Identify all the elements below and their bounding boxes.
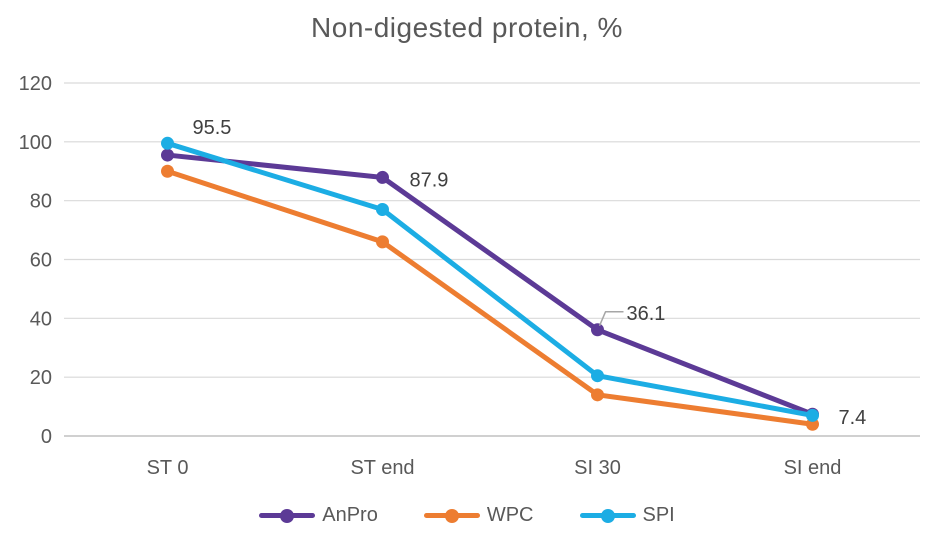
data-point-wpc-1 bbox=[376, 235, 389, 249]
data-point-anpro-1 bbox=[376, 170, 389, 184]
legend-dot bbox=[600, 508, 615, 523]
legend-label: WPC bbox=[486, 504, 534, 526]
y-tick-label: 40 bbox=[30, 308, 52, 330]
data-label: 36.1 bbox=[627, 303, 666, 325]
legend-item-anpro: AnPro bbox=[259, 504, 378, 527]
chart-legend: AnPro WPC SPI bbox=[0, 504, 934, 527]
data-label-leader bbox=[598, 311, 624, 327]
series-line-wpc bbox=[165, 168, 815, 427]
legend-item-wpc: WPC bbox=[423, 504, 534, 527]
legend-marker-icon bbox=[423, 508, 480, 523]
data-label: 7.4 bbox=[839, 407, 867, 429]
legend-item-spi: SPI bbox=[579, 504, 675, 527]
data-point-wpc-2 bbox=[591, 388, 604, 402]
data-point-wpc-0 bbox=[161, 164, 174, 178]
y-tick-label: 60 bbox=[30, 250, 52, 272]
x-axis-label: SI end bbox=[784, 457, 842, 479]
data-point-spi-2 bbox=[591, 369, 604, 383]
legend-label: SPI bbox=[642, 504, 675, 526]
legend-dot bbox=[444, 508, 459, 523]
legend-marker-icon bbox=[579, 508, 636, 523]
y-tick-label: 100 bbox=[19, 132, 52, 154]
data-point-spi-1 bbox=[376, 202, 389, 216]
data-point-spi-0 bbox=[161, 136, 174, 150]
y-tick-label: 80 bbox=[30, 191, 52, 213]
series-line-spi bbox=[165, 140, 815, 418]
series-line-anpro bbox=[165, 152, 815, 417]
data-point-anpro-0 bbox=[161, 148, 174, 162]
data-point-anpro-2 bbox=[591, 323, 604, 337]
legend-dot bbox=[280, 508, 295, 523]
y-tick-label: 20 bbox=[30, 367, 52, 389]
x-axis-label: SI 30 bbox=[574, 457, 621, 479]
chart-title: Non-digested protein, % bbox=[311, 12, 623, 43]
y-tick-label: 0 bbox=[41, 426, 52, 448]
x-axis-label: ST 0 bbox=[147, 457, 189, 479]
x-axis-label: ST end bbox=[350, 457, 414, 479]
data-point-spi-3 bbox=[806, 408, 819, 422]
legend-marker-icon bbox=[259, 508, 316, 523]
legend-label: AnPro bbox=[322, 504, 378, 526]
data-label: 87.9 bbox=[410, 169, 449, 191]
data-label: 95.5 bbox=[193, 117, 232, 139]
y-tick-label: 120 bbox=[19, 73, 52, 95]
